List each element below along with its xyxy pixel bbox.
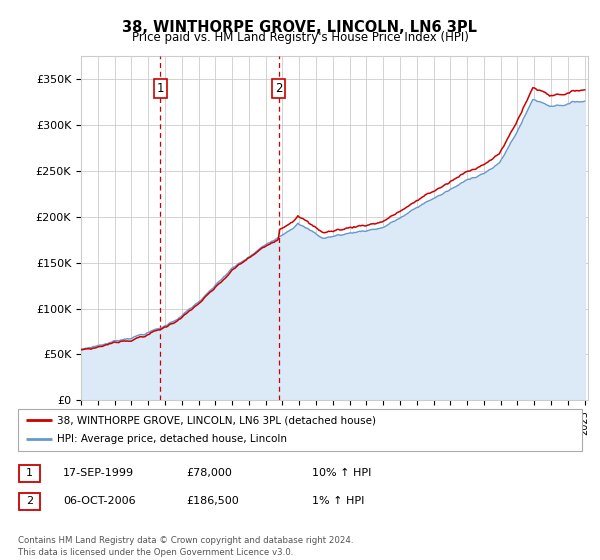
Text: 06-OCT-2006: 06-OCT-2006 bbox=[63, 496, 136, 506]
Text: £186,500: £186,500 bbox=[186, 496, 239, 506]
FancyBboxPatch shape bbox=[19, 493, 40, 510]
Text: 1: 1 bbox=[157, 82, 164, 95]
Text: 2: 2 bbox=[26, 496, 33, 506]
Text: 1% ↑ HPI: 1% ↑ HPI bbox=[312, 496, 364, 506]
Text: Contains HM Land Registry data © Crown copyright and database right 2024.
This d: Contains HM Land Registry data © Crown c… bbox=[18, 536, 353, 557]
FancyBboxPatch shape bbox=[18, 409, 582, 451]
Text: 2: 2 bbox=[275, 82, 283, 95]
Text: 17-SEP-1999: 17-SEP-1999 bbox=[63, 468, 134, 478]
Text: 10% ↑ HPI: 10% ↑ HPI bbox=[312, 468, 371, 478]
Text: 38, WINTHORPE GROVE, LINCOLN, LN6 3PL (detached house): 38, WINTHORPE GROVE, LINCOLN, LN6 3PL (d… bbox=[58, 415, 376, 425]
Text: 1: 1 bbox=[26, 468, 33, 478]
Text: Price paid vs. HM Land Registry's House Price Index (HPI): Price paid vs. HM Land Registry's House … bbox=[131, 31, 469, 44]
Text: 38, WINTHORPE GROVE, LINCOLN, LN6 3PL: 38, WINTHORPE GROVE, LINCOLN, LN6 3PL bbox=[122, 20, 478, 35]
Text: £78,000: £78,000 bbox=[186, 468, 232, 478]
FancyBboxPatch shape bbox=[19, 465, 40, 482]
Text: HPI: Average price, detached house, Lincoln: HPI: Average price, detached house, Linc… bbox=[58, 435, 287, 445]
